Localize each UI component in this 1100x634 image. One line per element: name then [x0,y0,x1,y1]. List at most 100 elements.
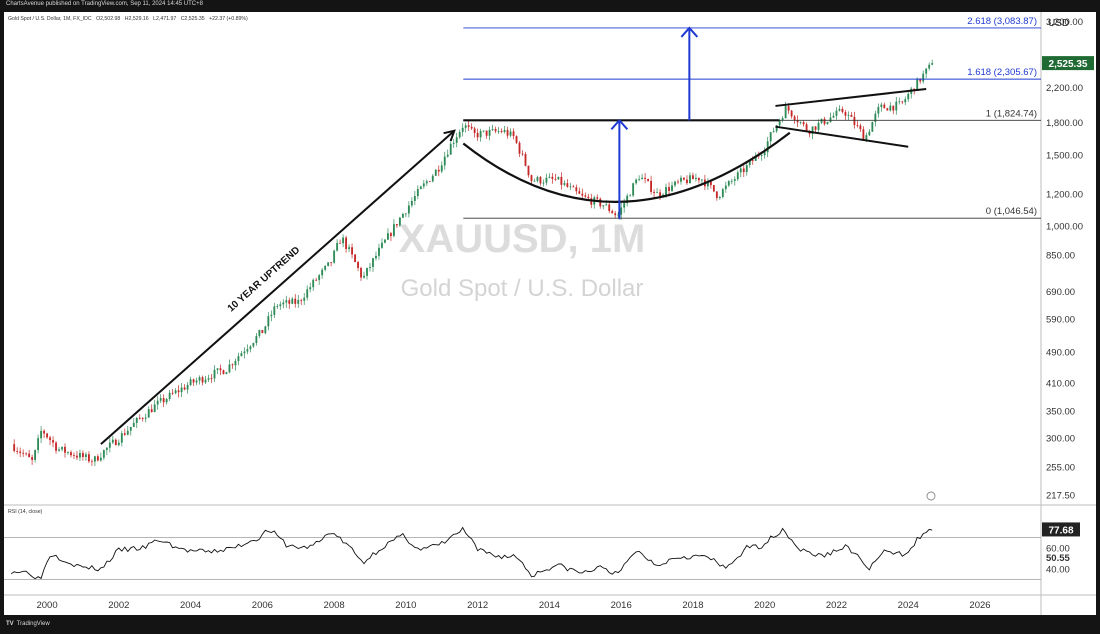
uptrend-arrow-shaft [100,129,455,445]
time-axis-tick-label: 2006 [252,600,273,611]
footer-brand: TV TradingView [6,621,50,627]
candle-body [548,176,551,178]
candle-body [467,125,470,127]
candle-body [70,452,72,456]
time-axis-tick-label: 2010 [395,600,416,611]
candle-body [180,387,183,393]
candle-body [931,63,934,65]
candle-body [518,142,521,154]
candle-body [916,78,919,91]
candle-body [826,121,829,124]
candle-body [614,213,617,216]
candle-body [222,370,225,375]
time-axis-tick-label: 2024 [898,600,919,611]
candle-body [369,266,371,268]
candle-body [680,177,682,182]
candle-body [620,207,623,215]
candle-body [566,183,569,187]
ohlc-close: C2,525.35 [180,16,205,22]
ohlc-open: O2,502.98 [96,16,121,22]
candle-body [841,108,844,113]
candle-body [790,110,793,117]
candle-body [883,104,886,109]
candle-body [856,125,859,126]
candle-body [446,154,449,157]
candle-body [387,233,389,240]
candle-body [536,177,539,181]
candle-body [868,131,871,136]
candle-body [234,360,237,366]
candle-body [706,181,709,187]
candle-body [596,197,599,199]
symbol-name: Gold Spot / U.S. Dollar, 1M, FX_IDC [8,16,92,22]
candle-body [73,455,75,456]
candle-body [282,302,285,305]
candle-body [258,330,261,336]
pane-settings-icon[interactable] [926,491,936,501]
candle-body [147,409,150,418]
candle-body [240,353,243,357]
price-axis-tick-label: 255.00 [1046,462,1075,473]
watermark-description: Gold Spot / U.S. Dollar [401,275,644,302]
candle-body [237,356,240,361]
candle-body [787,106,790,111]
candle-body [61,446,63,450]
candle-body [28,453,31,458]
candle-body [333,250,336,263]
candle-body [730,180,733,182]
candle-body [665,187,667,195]
candle-body [159,398,162,401]
price-axis-tick-label: 1,000.00 [1046,222,1083,233]
candle-body [656,192,658,194]
candle-body [686,179,688,184]
rsi-axis-tick-label: 60.00 [1046,544,1070,555]
candle-body [838,108,841,111]
candle-body [186,385,189,390]
price-axis-tick-label: 590.00 [1046,315,1075,326]
candle-body [422,183,425,187]
price-axis-tick-label: 690.00 [1046,287,1075,298]
candle-body [201,377,204,383]
candle-body [632,183,635,196]
candle-body [384,239,386,243]
candle-body [581,193,584,196]
candle-body [93,456,96,462]
candle-body [76,455,78,458]
candle-body [551,176,554,179]
candle-body [270,314,273,317]
candle-body [898,101,901,103]
ohlc-low: L2,471.97 [153,16,177,22]
candle-body [99,457,102,461]
candle-body [653,191,655,193]
candle-body [695,177,697,180]
candle-body [464,125,467,128]
candle-body [55,442,57,451]
candle-body [252,343,255,347]
candle-body [889,105,892,111]
candle-body [129,426,132,431]
candle-body [378,247,380,256]
candle-body [85,454,87,457]
candle-body [530,175,533,182]
candle-body [802,122,805,125]
candle-body [793,116,796,121]
candle-body [503,129,506,132]
candle-body [96,456,99,461]
candle-body [318,275,321,281]
candle-body [671,185,673,191]
candle-body [309,287,312,290]
candle-body [491,128,494,130]
candle-body [605,204,608,206]
candle-body [784,106,787,119]
time-axis-tick-label: 2004 [180,600,201,611]
candle-body [775,125,778,132]
candle-body [829,117,832,122]
candle-body [817,122,820,130]
candle-body [141,418,144,419]
candle-body [554,178,557,180]
candle-body [470,126,473,129]
candle-body [434,169,437,176]
handle-lower-line [775,125,909,148]
